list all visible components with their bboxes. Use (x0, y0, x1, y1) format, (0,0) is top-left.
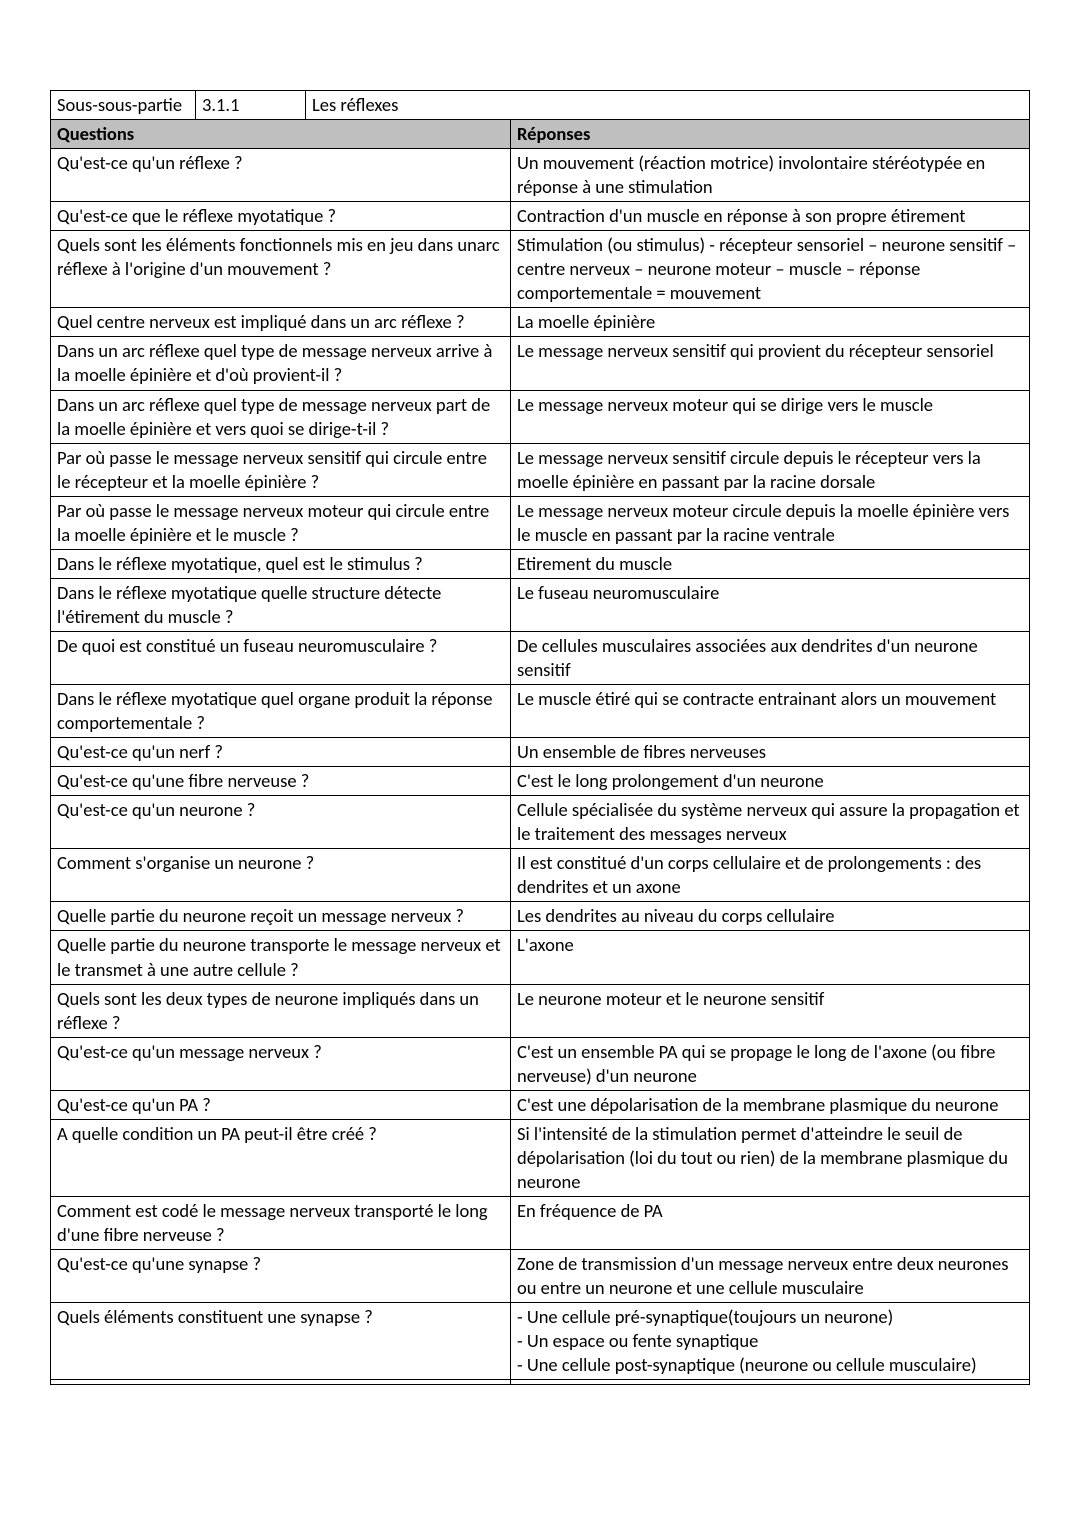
question-cell: Qu'est-ce qu'un message nerveux ? (51, 1037, 511, 1090)
table-row: Comment est codé le message nerveux tran… (51, 1196, 1030, 1249)
response-cell: De cellules musculaires associées aux de… (511, 631, 1030, 684)
response-cell: L'axone (511, 931, 1030, 984)
empty-response (511, 1380, 1030, 1385)
question-cell: Quels sont les deux types de neurone imp… (51, 984, 511, 1037)
table-body: Sous-sous-partie 3.1.1 Les réflexes Ques… (51, 91, 1030, 1385)
table-row: Dans un arc réflexe quel type de message… (51, 337, 1030, 390)
response-cell: C'est une dépolarisation de la membrane … (511, 1090, 1030, 1119)
table-row: Par où passe le message nerveux sensitif… (51, 443, 1030, 496)
table-row: Comment s'organise un neurone ?Il est co… (51, 849, 1030, 902)
table-row: Quels éléments constituent une synapse ?… (51, 1303, 1030, 1380)
question-cell: Dans un arc réflexe quel type de message… (51, 390, 511, 443)
table-row: Qu'est-ce qu'un nerf ?Un ensemble de fib… (51, 738, 1030, 767)
response-cell: Le message nerveux moteur qui se dirige … (511, 390, 1030, 443)
response-cell: Contraction d'un muscle en réponse à son… (511, 202, 1030, 231)
table-row: Qu'est-ce qu'une fibre nerveuse ?C'est l… (51, 767, 1030, 796)
meta-row: Sous-sous-partie 3.1.1 Les réflexes (51, 91, 1030, 120)
question-cell: Comment est codé le message nerveux tran… (51, 1196, 511, 1249)
table-row: Quels sont les deux types de neurone imp… (51, 984, 1030, 1037)
question-cell: Qu'est-ce qu'un réflexe ? (51, 149, 511, 202)
response-cell: - Une cellule pré-synaptique(toujours un… (511, 1303, 1030, 1380)
question-cell: Quelle partie du neurone transporte le m… (51, 931, 511, 984)
response-cell: En fréquence de PA (511, 1196, 1030, 1249)
question-cell: Quels éléments constituent une synapse ? (51, 1303, 511, 1380)
table-row: Qu'est-ce qu'un neurone ?Cellule spécial… (51, 796, 1030, 849)
response-cell: Il est constitué d'un corps cellulaire e… (511, 849, 1030, 902)
question-cell: Dans un arc réflexe quel type de message… (51, 337, 511, 390)
question-cell: Qu'est-ce qu'une synapse ? (51, 1250, 511, 1303)
table-row: Quelle partie du neurone transporte le m… (51, 931, 1030, 984)
response-cell: Zone de transmission d'un message nerveu… (511, 1250, 1030, 1303)
table-row: Qu'est-ce qu'une synapse ?Zone de transm… (51, 1250, 1030, 1303)
table-row: Dans le réflexe myotatique, quel est le … (51, 549, 1030, 578)
response-cell: Le neurone moteur et le neurone sensitif (511, 984, 1030, 1037)
document-page: Sous-sous-partie 3.1.1 Les réflexes Ques… (0, 0, 1080, 1435)
question-cell: Quels sont les éléments fonctionnels mis… (51, 231, 511, 308)
response-cell: Les dendrites au niveau du corps cellula… (511, 902, 1030, 931)
question-cell: Qu'est-ce qu'un neurone ? (51, 796, 511, 849)
meta-code: 3.1.1 (196, 91, 306, 120)
response-cell: Etirement du muscle (511, 549, 1030, 578)
question-cell: Quel centre nerveux est impliqué dans un… (51, 308, 511, 337)
response-cell: Le message nerveux sensitif qui provient… (511, 337, 1030, 390)
question-cell: Par où passe le message nerveux sensitif… (51, 443, 511, 496)
question-cell: Comment s'organise un neurone ? (51, 849, 511, 902)
question-cell: Qu'est-ce qu'une fibre nerveuse ? (51, 767, 511, 796)
response-cell: Un ensemble de fibres nerveuses (511, 738, 1030, 767)
question-cell: Dans le réflexe myotatique quel organe p… (51, 685, 511, 738)
response-cell: Le message nerveux moteur circule depuis… (511, 496, 1030, 549)
response-cell: Le muscle étiré qui se contracte entrain… (511, 685, 1030, 738)
table-row: Dans le réflexe myotatique quelle struct… (51, 578, 1030, 631)
question-cell: Qu'est-ce qu'un nerf ? (51, 738, 511, 767)
meta-title: Les réflexes (306, 91, 1030, 120)
question-cell: Dans le réflexe myotatique, quel est le … (51, 549, 511, 578)
table-row: Quel centre nerveux est impliqué dans un… (51, 308, 1030, 337)
table-row: Qu'est-ce qu'un PA ?C'est une dépolarisa… (51, 1090, 1030, 1119)
response-cell: C'est le long prolongement d'un neurone (511, 767, 1030, 796)
response-cell: Un mouvement (réaction motrice) involont… (511, 149, 1030, 202)
meta-label: Sous-sous-partie (51, 91, 196, 120)
response-cell: Stimulation (ou stimulus) - récepteur se… (511, 231, 1030, 308)
response-cell: Le fuseau neuromusculaire (511, 578, 1030, 631)
table-row: Quels sont les éléments fonctionnels mis… (51, 231, 1030, 308)
question-cell: Quelle partie du neurone reçoit un messa… (51, 902, 511, 931)
table-row: Qu'est-ce que le réflexe myotatique ?Con… (51, 202, 1030, 231)
header-row: Questions Réponses (51, 120, 1030, 149)
response-cell: Cellule spécialisée du système nerveux q… (511, 796, 1030, 849)
header-questions: Questions (51, 120, 511, 149)
question-cell: De quoi est constitué un fuseau neuromus… (51, 631, 511, 684)
question-cell: Dans le réflexe myotatique quelle struct… (51, 578, 511, 631)
table-row: Dans un arc réflexe quel type de message… (51, 390, 1030, 443)
question-cell: Qu'est-ce qu'un PA ? (51, 1090, 511, 1119)
table-row: De quoi est constitué un fuseau neuromus… (51, 631, 1030, 684)
table-row: Qu'est-ce qu'un message nerveux ?C'est u… (51, 1037, 1030, 1090)
response-cell: La moelle épinière (511, 308, 1030, 337)
empty-row (51, 1380, 1030, 1385)
qa-table: Sous-sous-partie 3.1.1 Les réflexes Ques… (50, 90, 1030, 1385)
table-row: Dans le réflexe myotatique quel organe p… (51, 685, 1030, 738)
empty-question (51, 1380, 511, 1385)
header-reponses: Réponses (511, 120, 1030, 149)
response-cell: Le message nerveux sensitif circule depu… (511, 443, 1030, 496)
response-cell: C'est un ensemble PA qui se propage le l… (511, 1037, 1030, 1090)
table-row: A quelle condition un PA peut-il être cr… (51, 1119, 1030, 1196)
table-row: Par où passe le message nerveux moteur q… (51, 496, 1030, 549)
question-cell: A quelle condition un PA peut-il être cr… (51, 1119, 511, 1196)
response-cell: Si l'intensité de la stimulation permet … (511, 1119, 1030, 1196)
question-cell: Par où passe le message nerveux moteur q… (51, 496, 511, 549)
question-cell: Qu'est-ce que le réflexe myotatique ? (51, 202, 511, 231)
table-row: Qu'est-ce qu'un réflexe ?Un mouvement (r… (51, 149, 1030, 202)
table-row: Quelle partie du neurone reçoit un messa… (51, 902, 1030, 931)
